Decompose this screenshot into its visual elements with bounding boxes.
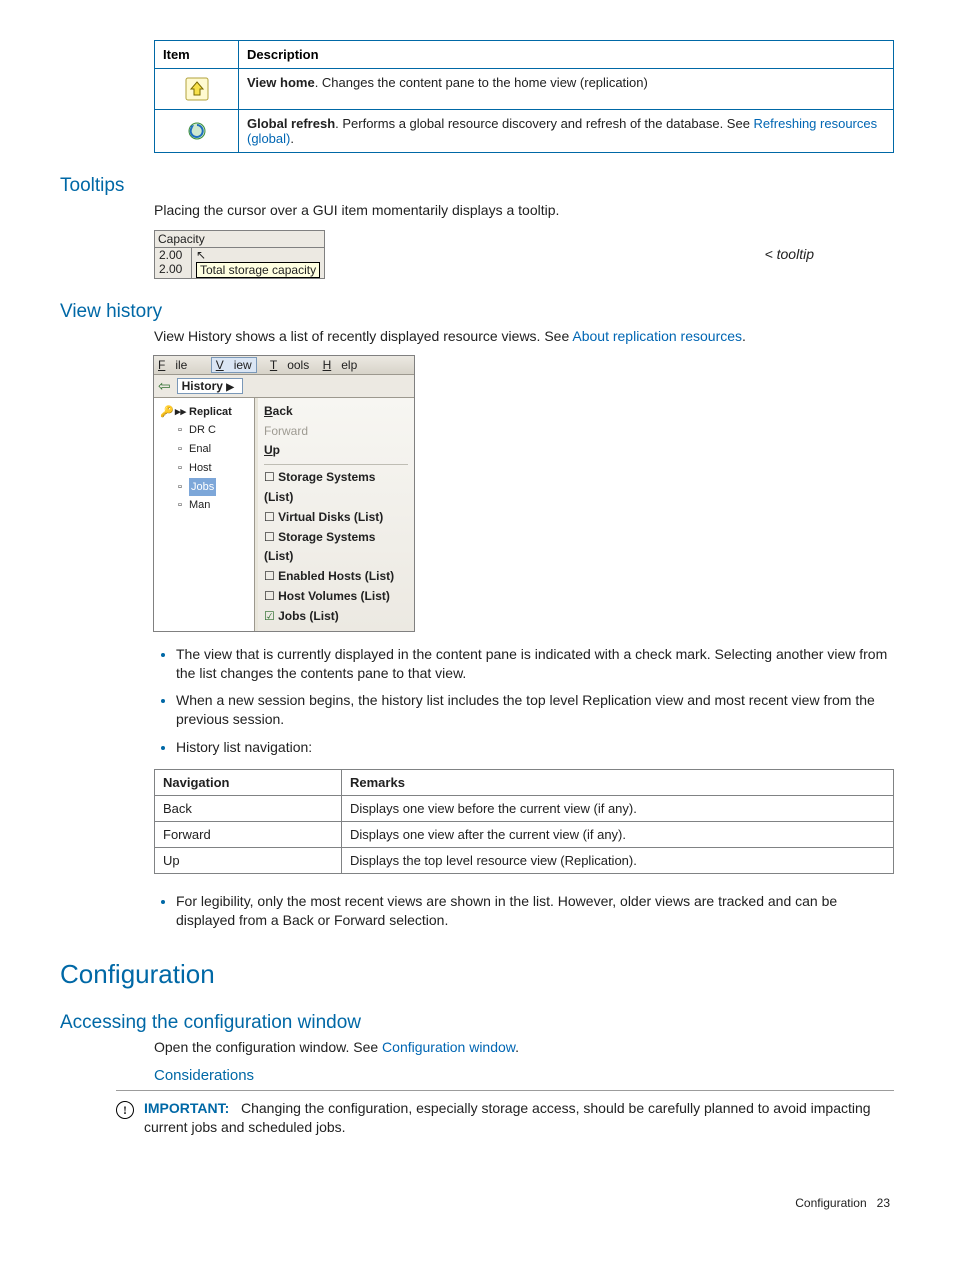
menu-tools[interactable]: Tools (270, 358, 309, 372)
view-history-heading: View history (60, 301, 894, 323)
back-arrow-icon[interactable]: ⇦ (158, 377, 171, 395)
history-item[interactable]: Host Volumes (List) (264, 587, 408, 607)
view-home-text: . Changes the content pane to the home v… (315, 75, 648, 90)
history-item[interactable]: Storage Systems (List) (264, 468, 408, 508)
toolbar: ⇦ History ▶ (154, 375, 414, 398)
history-item-checked[interactable]: Jobs (List) (264, 607, 408, 627)
footer-page: 23 (877, 1196, 890, 1210)
footer-section: Configuration (795, 1196, 866, 1210)
menu-help[interactable]: Help (323, 358, 358, 372)
tooltips-heading: Tooltips (60, 175, 894, 197)
menu-view[interactable]: View (211, 357, 257, 373)
tooltip-v1: 2.00 (155, 248, 192, 262)
node-icon: ▫ (174, 440, 186, 459)
access-p-pre: Open the configuration window. See (154, 1039, 382, 1055)
tooltip-v2: 2.00 (155, 262, 192, 278)
view-home-bold: View home (247, 75, 315, 90)
view-history-bullets: The view that is currently displayed in … (154, 645, 894, 758)
important-callout: ! IMPORTANT: Changing the configuration,… (116, 1090, 894, 1137)
node-icon: ▫ (174, 459, 186, 478)
about-replication-resources-link[interactable]: About replication resources (572, 328, 742, 344)
bullet: The view that is currently displayed in … (176, 645, 894, 684)
view-history-bullets-after: For legibility, only the most recent vie… (154, 892, 894, 931)
global-refresh-desc: Global refresh. Performs a global resour… (239, 110, 894, 153)
history-item[interactable]: Enabled Hosts (List) (264, 567, 408, 587)
tree-root[interactable]: 🔑▸▸ Replicat (156, 403, 252, 422)
home-arrow-icon (159, 77, 234, 101)
table-row: Back Displays one view before the curren… (155, 796, 894, 822)
nav-tree: 🔑▸▸ Replicat ▫DR C ▫Enal ▫Host ▫Jobs ▫Ma… (154, 398, 255, 631)
accessing-config-heading: Accessing the configuration window (60, 1012, 894, 1034)
considerations-heading: Considerations (154, 1067, 894, 1084)
accessing-config-paragraph: Open the configuration window. See Confi… (154, 1038, 894, 1057)
vh-intro-post: . (742, 328, 746, 344)
global-refresh-bold: Global refresh (247, 116, 335, 131)
access-p-post: . (515, 1039, 519, 1055)
table-row: Forward Displays one view after the curr… (155, 822, 894, 848)
table-row: Up Displays the top level resource view … (155, 848, 894, 874)
submenu-forward: Forward (264, 422, 408, 442)
view-history-intro: View History shows a list of recently di… (154, 327, 894, 346)
history-submenu: Back Forward Up Storage Systems (List) V… (255, 398, 414, 631)
toolbar-items-table: Item Description View home. Changes the … (154, 40, 894, 153)
important-text: Changing the configuration, especially s… (144, 1100, 871, 1135)
node-icon: ▫ (174, 421, 186, 440)
history-button[interactable]: History ▶ (177, 378, 243, 394)
view-home-desc: View home. Changes the content pane to t… (239, 69, 894, 110)
submenu-up[interactable]: Up (264, 441, 408, 461)
navigation-table: Navigation Remarks Back Displays one vie… (154, 769, 894, 874)
bullet: For legibility, only the most recent vie… (176, 892, 894, 931)
tree-item[interactable]: ▫Enal (156, 440, 252, 459)
important-icon: ! (116, 1101, 134, 1119)
page-footer: Configuration 23 (60, 1196, 894, 1210)
view-history-screenshot: File View Tools Help ⇦ History ▶ 🔑▸▸ Rep… (154, 356, 414, 631)
cursor-icon: ↖ (192, 248, 214, 262)
col-description: Description (239, 41, 894, 69)
tooltip-caption: < tooltip (765, 246, 814, 262)
node-icon: ▫ (174, 496, 186, 515)
history-item[interactable]: Storage Systems (List) (264, 528, 408, 568)
tree-item[interactable]: ▫Man (156, 496, 252, 515)
tree-item-selected[interactable]: ▫Jobs (156, 478, 252, 497)
history-item[interactable]: Virtual Disks (List) (264, 508, 408, 528)
nav-col-remarks: Remarks (342, 770, 894, 796)
tooltip-tip-wrap: Total storage capacity (192, 262, 324, 278)
bullet: When a new session begins, the history l… (176, 691, 894, 730)
tooltips-paragraph: Placing the cursor over a GUI item momen… (154, 201, 894, 220)
view-home-icon-cell (155, 69, 239, 110)
tooltip-grid: Capacity 2.00 ↖ 2.00 Total storage capac… (154, 230, 325, 279)
tree-item[interactable]: ▫DR C (156, 421, 252, 440)
nav-col-navigation: Navigation (155, 770, 342, 796)
tree-item[interactable]: ▫Host (156, 459, 252, 478)
configuration-window-link[interactable]: Configuration window (382, 1039, 515, 1055)
important-label: IMPORTANT: (144, 1100, 229, 1116)
configuration-heading: Configuration (60, 959, 894, 990)
tooltip-tip: Total storage capacity (196, 262, 320, 278)
menubar: File View Tools Help (154, 356, 414, 375)
menu-file[interactable]: File (158, 358, 197, 372)
bullet: History list navigation: (176, 738, 894, 757)
node-icon: ▫ (174, 478, 186, 497)
tooltip-demo: Capacity 2.00 ↖ 2.00 Total storage capac… (154, 230, 814, 279)
global-refresh-text: . Performs a global resource discovery a… (335, 116, 753, 131)
tooltip-header: Capacity (155, 231, 324, 248)
global-refresh-icon-cell (155, 110, 239, 153)
col-item: Item (155, 41, 239, 69)
global-refresh-tail: . (290, 131, 294, 146)
submenu-back[interactable]: Back (264, 402, 408, 422)
key-icon: 🔑 (160, 403, 172, 422)
global-refresh-icon (159, 121, 234, 141)
vh-intro-pre: View History shows a list of recently di… (154, 328, 572, 344)
